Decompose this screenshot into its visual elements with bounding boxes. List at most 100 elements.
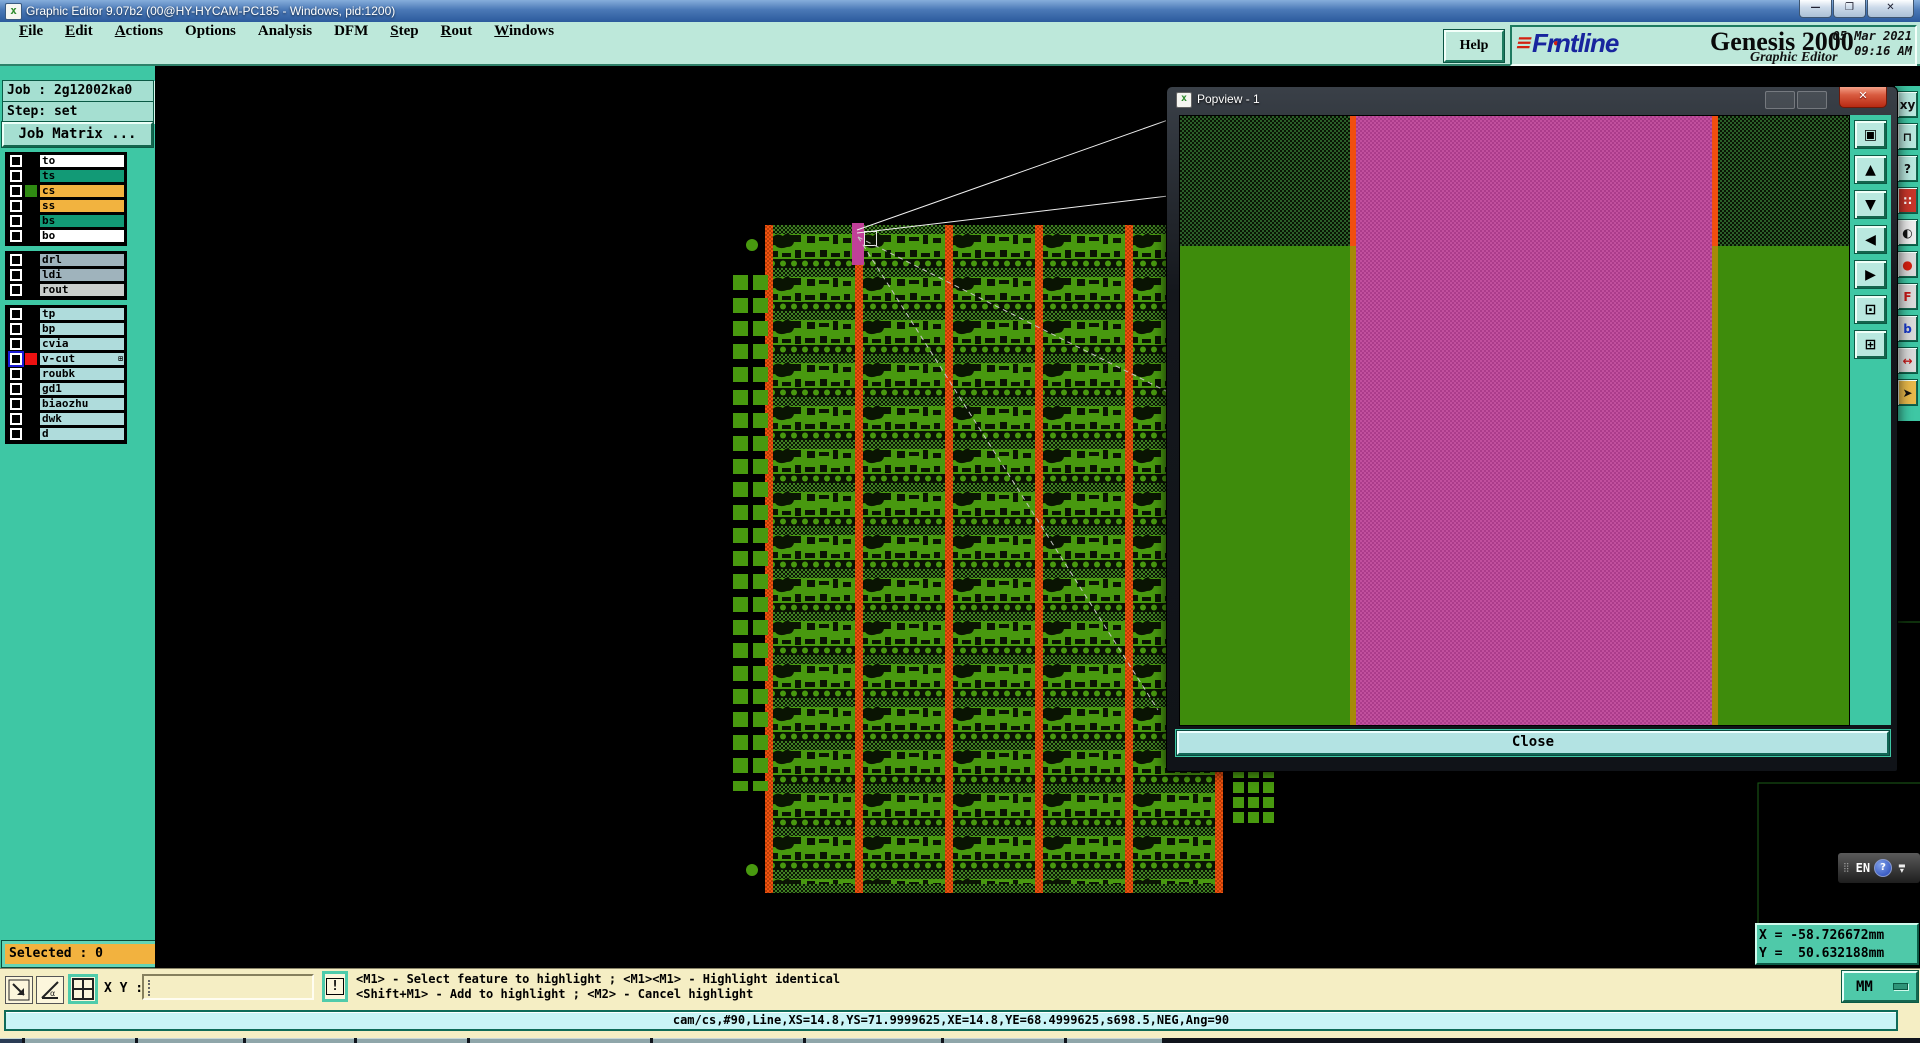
layer-row-to[interactable]: to <box>7 154 125 169</box>
layer-color-swatch[interactable] <box>25 185 37 197</box>
popview-window[interactable]: x Popview - 1 ✕ <box>1166 86 1898 772</box>
layer-color-swatch[interactable] <box>25 215 37 227</box>
windows-taskbar[interactable] <box>0 1038 1920 1043</box>
layer-checkbox-icon[interactable] <box>10 269 22 281</box>
font-tool-icon[interactable]: F <box>1897 283 1918 310</box>
title-bar[interactable]: x Graphic Editor 9.07b2 (00@HY-HYCAM-PC1… <box>0 0 1920 22</box>
job-matrix-button[interactable]: Job Matrix ... <box>1 121 154 148</box>
menu-windows[interactable]: Windows <box>494 23 555 39</box>
layer-color-swatch[interactable] <box>25 170 37 182</box>
blue-shape-icon[interactable]: b <box>1897 315 1918 342</box>
popview-minimize-button[interactable] <box>1765 91 1795 109</box>
layer-row-tp[interactable]: tp <box>7 307 125 322</box>
popview-maximize-button[interactable] <box>1797 91 1827 109</box>
ime-minimize-icon[interactable]: ▬ ▾ <box>1898 861 1906 875</box>
layer-name[interactable]: ldi <box>39 268 125 282</box>
layer-color-swatch[interactable] <box>25 383 37 395</box>
layer-name[interactable]: to <box>39 154 125 168</box>
layer-row-ss[interactable]: ss <box>7 199 125 214</box>
layer-row-roubk[interactable]: roubk <box>7 367 125 382</box>
layer-checkbox-icon[interactable] <box>10 185 22 197</box>
help-button[interactable]: Help <box>1443 29 1505 63</box>
layer-row-d[interactable]: d <box>7 427 125 442</box>
copy-view-icon[interactable]: ▣ <box>1854 120 1887 149</box>
pan-right-icon[interactable]: ▶ <box>1854 260 1887 289</box>
taskbar-item[interactable] <box>944 1038 1064 1043</box>
layer-name[interactable]: roubk <box>39 367 125 381</box>
menu-options[interactable]: Options <box>185 23 236 39</box>
menu-rout[interactable]: Rout <box>440 23 473 39</box>
layer-checkbox-icon[interactable] <box>10 230 22 242</box>
taskbar-item[interactable] <box>25 1038 135 1043</box>
layer-color-swatch[interactable] <box>25 269 37 281</box>
layer-checkbox-icon[interactable] <box>10 308 22 320</box>
xy-window-icon[interactable]: xy <box>1897 91 1918 118</box>
taskbar-item[interactable] <box>806 1038 941 1043</box>
layer-color-swatch[interactable] <box>25 254 37 266</box>
pan-down-icon[interactable]: ▼ <box>1854 190 1887 219</box>
layer-checkbox-icon[interactable] <box>10 338 22 350</box>
layer-row-gd1[interactable]: gd1 <box>7 382 125 397</box>
pad-shape-icon[interactable]: ◐ <box>1897 219 1918 246</box>
popview-close-x[interactable]: ✕ <box>1839 87 1887 108</box>
xy-input[interactable] <box>142 974 314 1000</box>
taskbar-item[interactable] <box>138 1038 243 1043</box>
layer-color-swatch[interactable] <box>25 308 37 320</box>
layer-name[interactable]: v-cut ⊞ <box>39 352 125 366</box>
layer-row-ts[interactable]: ts <box>7 169 125 184</box>
layer-row-ldi[interactable]: ldi <box>7 268 125 283</box>
layer-name[interactable]: bs <box>39 214 125 228</box>
zoom-expand-icon[interactable]: ⊞ <box>1854 330 1887 359</box>
layer-name[interactable]: tp <box>39 307 125 321</box>
popview-title-bar[interactable]: x Popview - 1 ✕ <box>1167 87 1897 113</box>
layer-checkbox-icon[interactable] <box>10 428 22 440</box>
language-bar[interactable]: ⣿ EN ? ▬ ▾ <box>1838 853 1920 883</box>
layer-row-dwk[interactable]: dwk <box>7 412 125 427</box>
add-point-icon[interactable]: ● <box>1897 251 1918 278</box>
layer-checkbox-icon[interactable] <box>10 254 22 266</box>
close-button[interactable]: ✕ <box>1867 0 1914 18</box>
menu-actions[interactable]: Actions <box>114 23 164 39</box>
taskbar-item[interactable] <box>1067 1038 1162 1043</box>
layer-row-bo[interactable]: bo <box>7 229 125 244</box>
layer-row-bp[interactable]: bp <box>7 322 125 337</box>
menu-dfm[interactable]: DFM <box>334 23 369 39</box>
layer-checkbox-icon[interactable] <box>10 323 22 335</box>
layer-row-biaozhu[interactable]: biaozhu <box>7 397 125 412</box>
taskbar-item[interactable] <box>246 1038 354 1043</box>
units-button[interactable]: MM <box>1841 970 1919 1003</box>
layer-color-swatch[interactable] <box>25 323 37 335</box>
taskbar-item[interactable] <box>653 1038 803 1043</box>
popview-close-button[interactable]: Close <box>1176 730 1890 756</box>
layer-color-swatch[interactable] <box>25 413 37 425</box>
layer-name[interactable]: ss <box>39 199 125 213</box>
layer-color-swatch[interactable] <box>25 428 37 440</box>
layer-checkbox-icon[interactable] <box>10 368 22 380</box>
layer-name[interactable]: dwk <box>39 412 125 426</box>
minimize-button[interactable]: — <box>1799 0 1832 18</box>
layer-color-swatch[interactable] <box>25 230 37 242</box>
layer-name[interactable]: bo <box>39 229 125 243</box>
tile-window-icon[interactable] <box>68 974 98 1004</box>
layer-name[interactable]: bp <box>39 322 125 336</box>
layer-color-swatch[interactable] <box>25 353 37 365</box>
help-tool-icon[interactable]: ? <box>1897 155 1918 182</box>
highlighted-feature[interactable] <box>852 223 864 265</box>
taskbar-item[interactable] <box>0 1038 22 1043</box>
taskbar-item[interactable] <box>357 1038 467 1043</box>
popview-viewport[interactable] <box>1179 115 1850 726</box>
ime-help-icon[interactable]: ? <box>1874 859 1893 877</box>
angle-measure-icon[interactable]: α <box>36 976 64 1004</box>
measure-icon[interactable]: ↔ <box>1897 347 1918 374</box>
layer-row-drl[interactable]: drl <box>7 253 125 268</box>
pan-left-icon[interactable]: ◀ <box>1854 225 1887 254</box>
layer-name[interactable]: gd1 <box>39 382 125 396</box>
layer-row-bs[interactable]: bs <box>7 214 125 229</box>
pcb-panel[interactable] <box>765 225 1223 893</box>
layer-color-swatch[interactable] <box>25 284 37 296</box>
layer-checkbox-icon[interactable] <box>10 155 22 167</box>
layer-color-swatch[interactable] <box>25 398 37 410</box>
layer-name[interactable]: cs <box>39 184 125 198</box>
layer-name[interactable]: d <box>39 427 125 441</box>
layer-checkbox-icon[interactable] <box>10 413 22 425</box>
